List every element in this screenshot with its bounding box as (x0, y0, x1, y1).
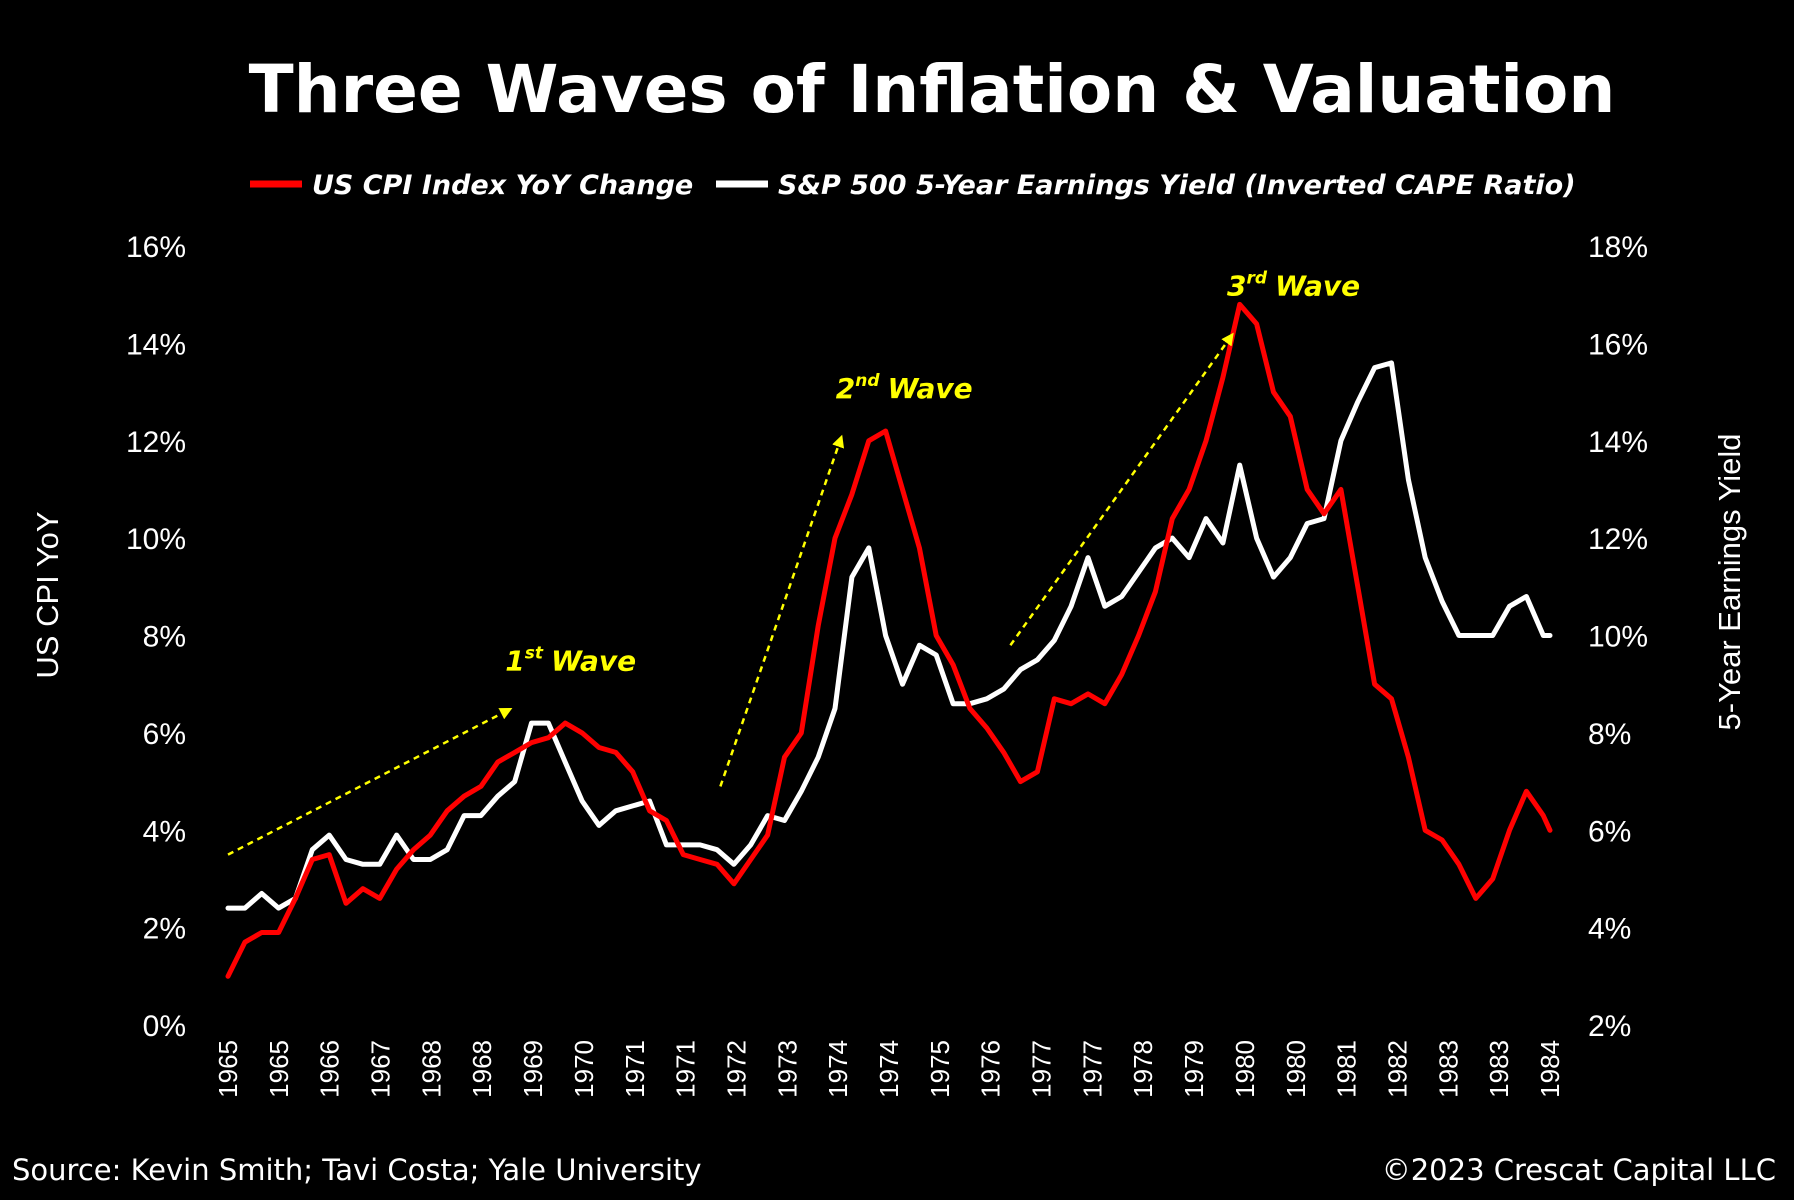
x-tick-label: 1969 (518, 1040, 548, 1098)
x-tick-label: 1980 (1281, 1040, 1311, 1098)
right-axis-title: 5-Year Earnings Yield (1712, 434, 1747, 731)
legend: US CPI Index YoY Change S&P 500 5-Year E… (250, 170, 1576, 201)
left-tick-label: 4% (143, 815, 186, 848)
left-tick-label: 2% (143, 913, 186, 946)
x-tick-label: 1980 (1230, 1040, 1260, 1098)
series-line-earnings-yield (225, 360, 1553, 911)
x-tick-label: 1973 (772, 1040, 802, 1098)
right-tick-label: 4% (1588, 913, 1631, 946)
left-tick-label: 8% (143, 621, 186, 654)
right-tick-label: 12% (1588, 523, 1648, 556)
wave-3-label: 3rd Wave (1227, 269, 1360, 303)
legend-yield-label: S&P 500 5-Year Earnings Yield (Inverted … (778, 170, 1576, 201)
x-tick-label: 1965 (213, 1040, 243, 1098)
series-line-cpi (225, 301, 1553, 979)
left-tick-label: 12% (126, 426, 186, 459)
x-tick-label: 1976 (976, 1040, 1006, 1098)
left-tick-label: 6% (143, 718, 186, 751)
right-axis-ticks: 2% 4% 6% 8% 10% 12% 14% 16% 18% (1588, 231, 1648, 1043)
right-tick-label: 16% (1588, 328, 1648, 361)
x-tick-label: 1972 (721, 1040, 751, 1098)
left-tick-label: 14% (126, 328, 186, 361)
x-tick-label: 1983 (1484, 1040, 1514, 1098)
x-tick-label: 1965 (264, 1040, 294, 1098)
wave-1-label: 1st Wave (505, 644, 636, 678)
x-tick-label: 1971 (671, 1040, 701, 1098)
wave-2-label: 2nd Wave (836, 371, 973, 405)
x-tick-label: 1968 (467, 1040, 497, 1098)
x-tick-label: 1984 (1535, 1040, 1565, 1098)
right-tick-label: 10% (1588, 621, 1648, 654)
source-note: Source: Kevin Smith; Tavi Costa; Yale Un… (12, 1153, 702, 1187)
x-tick-label: 1967 (366, 1040, 396, 1098)
x-tick-label: 1977 (1027, 1040, 1057, 1098)
x-tick-label: 1979 (1179, 1040, 1209, 1098)
x-tick-label: 1982 (1382, 1040, 1412, 1098)
x-tick-label: 1971 (620, 1040, 650, 1098)
left-axis-title: US CPI YoY (30, 511, 65, 678)
x-tick-label: 1981 (1332, 1040, 1362, 1098)
wave-2-arrow (719, 434, 845, 787)
left-tick-label: 10% (126, 523, 186, 556)
series-layer (225, 301, 1553, 979)
left-tick-label: 0% (143, 1010, 186, 1043)
right-tick-label: 8% (1588, 718, 1631, 751)
x-tick-label: 1978 (1128, 1040, 1158, 1098)
annotation-layer: 1st Wave 2nd Wave 3rd Wave (227, 269, 1360, 856)
x-tick-label: 1983 (1433, 1040, 1463, 1098)
x-axis-ticks: 1965 1965 1966 1967 1968 1968 1969 1970 1971 1971… (213, 1040, 1565, 1098)
chart-title: Three Waves of Inflation & Valuation (249, 51, 1616, 128)
right-tick-label: 14% (1588, 426, 1648, 459)
x-tick-label: 1970 (569, 1040, 599, 1098)
x-tick-label: 1977 (1077, 1040, 1107, 1098)
right-tick-label: 18% (1588, 231, 1648, 264)
x-tick-label: 1966 (315, 1040, 345, 1098)
right-tick-label: 6% (1588, 815, 1631, 848)
left-tick-label: 16% (126, 231, 186, 264)
right-tick-label: 2% (1588, 1010, 1631, 1043)
copyright-note: ©2023 Crescat Capital LLC (1382, 1153, 1776, 1187)
legend-cpi-label: US CPI Index YoY Change (312, 170, 693, 201)
x-tick-label: 1968 (416, 1040, 446, 1098)
wave-1-arrow (227, 707, 513, 856)
wave-3-arrow (1009, 332, 1235, 646)
x-tick-label: 1974 (823, 1040, 853, 1098)
left-axis-ticks: 0% 2% 4% 6% 8% 10% 12% 14% 16% (126, 231, 186, 1043)
x-tick-label: 1974 (874, 1040, 904, 1098)
x-tick-label: 1975 (925, 1040, 955, 1098)
